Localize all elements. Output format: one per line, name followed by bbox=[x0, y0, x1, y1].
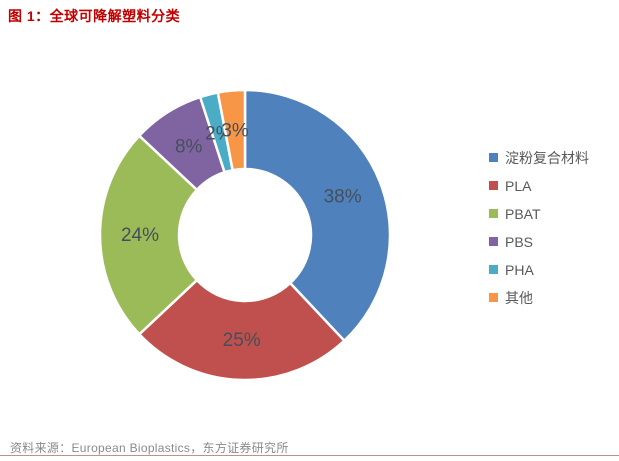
chart-legend: 淀粉复合材料 PLA PBAT PBS PHA 其他 bbox=[489, 150, 589, 318]
figure-title: 图 1：全球可降解塑料分类 bbox=[8, 8, 181, 24]
legend-item-PLA: PLA bbox=[489, 177, 589, 194]
legend-item-PHA: PHA bbox=[489, 261, 589, 278]
legend-swatch bbox=[489, 293, 498, 302]
slice-label: 8% bbox=[175, 136, 203, 157]
slice-label: 38% bbox=[324, 186, 362, 207]
legend-item-其他: 其他 bbox=[489, 289, 589, 306]
slice-label: 25% bbox=[223, 330, 261, 351]
legend-item-PBAT: PBAT bbox=[489, 205, 589, 222]
pie-slice-PLA bbox=[138, 278, 346, 382]
legend-label: 淀粉复合材料 bbox=[505, 149, 589, 166]
legend-label: PBAT bbox=[505, 205, 541, 222]
legend-swatch bbox=[489, 237, 498, 246]
legend-swatch bbox=[489, 181, 498, 190]
pie-slice-其他 bbox=[216, 88, 247, 172]
legend-swatch bbox=[489, 153, 498, 162]
pie-slice-PBAT bbox=[98, 134, 199, 336]
source-note: 资料来源：European Bioplastics，东方证券研究所 bbox=[10, 441, 289, 455]
slice-label: 24% bbox=[121, 225, 159, 246]
legend-label: PBS bbox=[505, 233, 534, 250]
legend-swatch bbox=[489, 265, 498, 274]
legend-label: 其他 bbox=[505, 289, 533, 306]
legend-label: PLA bbox=[505, 177, 532, 194]
legend-label: PHA bbox=[505, 261, 534, 278]
footer-divider bbox=[0, 455, 619, 456]
legend-item-PBS: PBS bbox=[489, 233, 589, 250]
slice-label: 3% bbox=[221, 121, 249, 142]
legend-item-淀粉复合材料: 淀粉复合材料 bbox=[489, 149, 589, 166]
pie-slice-淀粉复合材料 bbox=[243, 88, 392, 342]
legend-swatch bbox=[489, 209, 498, 218]
